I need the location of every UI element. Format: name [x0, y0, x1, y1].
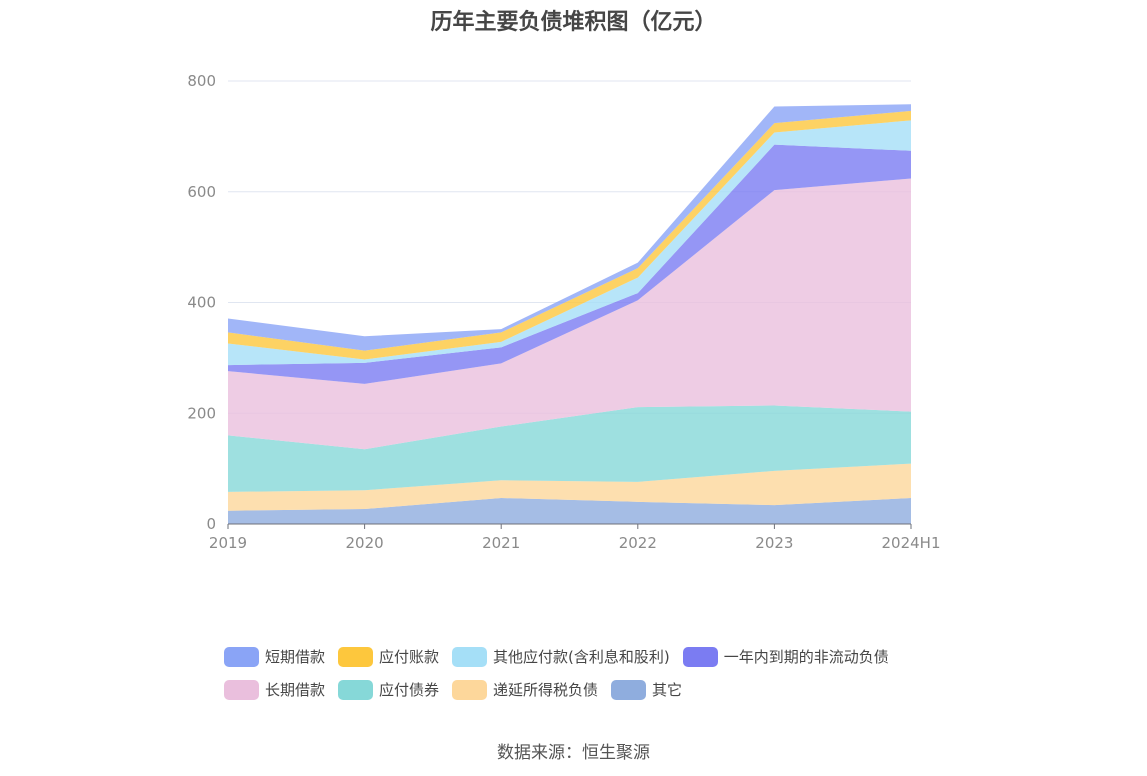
y-tick-label: 0: [206, 515, 216, 533]
legend-swatch: [338, 679, 374, 700]
legend-swatch: [611, 679, 647, 700]
area-series: [228, 144, 911, 384]
legend-swatch: [224, 679, 259, 700]
area-series: [228, 405, 911, 492]
legend-item-other-payables[interactable]: 其他应付款(含利息和股利): [452, 646, 670, 667]
legend-label: 短期借款: [265, 648, 326, 666]
legend-item-current-noncurrent-liabilities[interactable]: 一年内到期的非流动负债: [682, 646, 889, 667]
area-series: [228, 497, 911, 524]
area-series: [228, 463, 911, 511]
legend-label: 一年内到期的非流动负债: [723, 648, 889, 666]
legend-item-other[interactable]: 其它: [611, 679, 682, 700]
area-series: [228, 178, 911, 450]
legend-label: 其他应付款(含利息和股利): [493, 648, 670, 666]
legend-swatch: [224, 646, 259, 667]
legend-row-2: 长期借款 应付债券 递延所得税负债 其它: [224, 673, 944, 706]
legend-swatch: [452, 679, 488, 700]
x-tick-label: 2024H1: [882, 534, 941, 552]
data-source-note: 数据来源：恒生聚源: [497, 743, 650, 763]
area-series: [228, 120, 911, 366]
legend-item-bonds-payable[interactable]: 应付债券: [338, 679, 439, 700]
legend-item-short-term-loans[interactable]: 短期借款: [224, 646, 325, 667]
legend-swatch: [682, 646, 718, 667]
legend-item-accounts-payable[interactable]: 应付账款: [338, 646, 439, 667]
legend-label: 长期借款: [265, 681, 326, 699]
legend-label: 应付账款: [379, 648, 440, 666]
y-tick-label: 600: [187, 183, 216, 201]
legend-row-1: 短期借款 应付账款 其他应付款(含利息和股利) 一年内到期的非流动负债: [224, 640, 944, 673]
legend-label: 其它: [652, 681, 683, 699]
legend-swatch: [452, 646, 488, 667]
x-tick-label: 2021: [482, 534, 520, 552]
legend-item-long-term-loans[interactable]: 长期借款: [224, 679, 325, 700]
x-tick-label: 2020: [346, 534, 384, 552]
y-tick-label: 400: [187, 294, 216, 312]
legend-swatch: [338, 646, 374, 667]
chart-title: 历年主要负债堆积图（亿元）: [430, 10, 717, 35]
legend-label: 递延所得税负债: [493, 681, 599, 699]
legend: 短期借款 应付账款 其他应付款(含利息和股利) 一年内到期的非流动负债 长期借款…: [224, 640, 944, 706]
x-tick-label: 2022: [619, 534, 657, 552]
x-tick-label: 2019: [209, 534, 247, 552]
legend-item-deferred-tax-liabilities[interactable]: 递延所得税负债: [452, 679, 598, 700]
legend-label: 应付债券: [379, 681, 440, 699]
y-tick-label: 800: [187, 72, 216, 90]
y-tick-label: 200: [187, 404, 216, 422]
stacked-area-chart: 0 200 400 600 800 2019 2020 2021 2022 2023 2024H1: [187, 72, 941, 552]
x-tick-label: 2023: [755, 534, 793, 552]
